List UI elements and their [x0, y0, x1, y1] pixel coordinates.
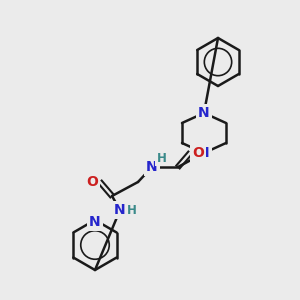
Text: N: N: [89, 215, 101, 229]
Text: N: N: [198, 146, 210, 160]
Text: H: H: [127, 203, 137, 217]
Text: N: N: [146, 160, 158, 174]
Text: O: O: [86, 175, 98, 189]
Text: N: N: [114, 203, 126, 217]
Text: O: O: [192, 146, 204, 160]
Text: N: N: [198, 106, 210, 120]
Text: H: H: [157, 152, 167, 164]
